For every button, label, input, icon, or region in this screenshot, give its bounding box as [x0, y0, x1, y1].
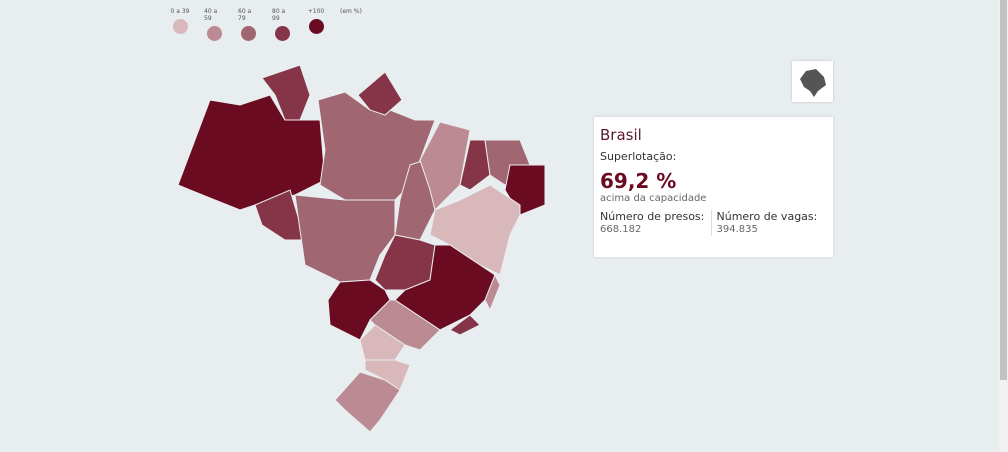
info-card: Brasil Superlotação: 69,2 % acima da cap… [594, 117, 833, 257]
prisoners-value: 668.182 [600, 224, 642, 235]
prisoners: Número de presos: 668.182 [600, 210, 711, 236]
metric-value: 69,2 % [600, 169, 677, 193]
state[interactable] [459, 139, 491, 191]
legend-item: 40 a 59 [204, 8, 224, 41]
legend-swatch [206, 26, 222, 41]
state[interactable] [334, 371, 401, 433]
vacancies-label: Número de vagas: [716, 210, 818, 223]
state[interactable] [294, 194, 396, 283]
state[interactable] [261, 64, 311, 121]
state[interactable] [254, 189, 306, 241]
legend-item: +100 [306, 8, 326, 41]
legend-label: 80 a 99 [272, 8, 286, 22]
legend-unit: (em %) [340, 8, 362, 15]
legend-swatch [240, 26, 256, 41]
state[interactable] [484, 273, 501, 312]
legend-label: 40 a 59 [204, 8, 218, 22]
legend-item: 80 a 99 [272, 8, 292, 41]
legend-swatch [274, 26, 290, 41]
map-thumbnail[interactable] [792, 61, 833, 102]
vacancies: Número de vagas: 394.835 [710, 210, 828, 236]
state[interactable] [449, 314, 481, 336]
prisoners-label: Número de presos: [600, 210, 705, 223]
states [177, 64, 546, 433]
state[interactable] [429, 184, 521, 276]
thumbnail-icon [800, 69, 826, 97]
legend-label: +100 [307, 8, 325, 15]
metric-label: Superlotação: [600, 150, 677, 163]
legend-swatch [172, 19, 188, 34]
metric-note: acima da capacidade [600, 193, 707, 204]
legend-swatch [308, 19, 324, 34]
legend-item: 0 a 39 [170, 8, 190, 41]
state[interactable] [357, 71, 403, 116]
state[interactable] [177, 94, 326, 211]
vacancies-value: 394.835 [716, 224, 758, 235]
legend: 0 a 39 40 a 59 60 a 79 80 a 99 +100 (em %) [170, 8, 362, 41]
scroll-thumb[interactable] [1000, 0, 1007, 380]
legend-label: 0 a 39 [170, 8, 190, 15]
scrollbar[interactable] [999, 0, 1008, 452]
legend-item: 60 a 79 [238, 8, 258, 41]
region-name: Brasil [600, 126, 642, 144]
legend-label: 60 a 79 [238, 8, 252, 22]
